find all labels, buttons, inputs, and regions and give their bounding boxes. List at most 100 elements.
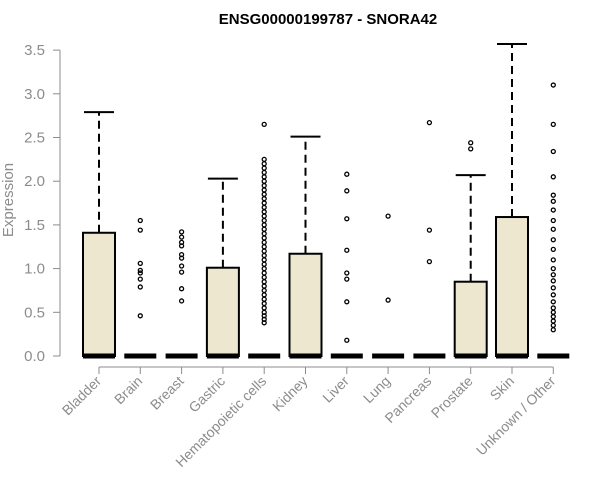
outlier-point — [261, 270, 267, 276]
outlier-point — [550, 246, 556, 253]
outlier-point — [261, 187, 267, 193]
outlier-point — [261, 305, 267, 311]
box-unknown-other — [537, 82, 570, 359]
outlier-point — [550, 272, 556, 278]
outlier-point — [261, 196, 267, 202]
outlier-point — [426, 227, 433, 233]
outlier-point — [261, 156, 267, 163]
x-tick-label: Breast — [147, 373, 187, 413]
outlier-point — [178, 298, 185, 304]
outlier-point — [426, 258, 433, 265]
outlier-point — [178, 269, 185, 275]
outlier-point — [344, 188, 350, 194]
outlier-point — [261, 283, 267, 289]
y-tick-label: 2.0 — [24, 173, 45, 190]
outlier-point — [550, 217, 556, 224]
box-liver — [330, 171, 363, 359]
outlier-point — [261, 287, 267, 294]
outlier-point — [550, 322, 556, 329]
outlier-point — [261, 230, 267, 237]
outlier-point — [261, 292, 267, 298]
y-tick-label: 1.0 — [24, 261, 45, 278]
outlier-point — [344, 337, 350, 343]
box-breast — [165, 229, 198, 359]
outlier-point — [261, 204, 267, 211]
y-axis-label: Expression — [0, 163, 17, 237]
outlier-point — [426, 119, 433, 126]
box-pancreas — [413, 119, 446, 359]
outlier-point — [261, 248, 267, 254]
outlier-point — [550, 314, 556, 320]
box-prostate — [453, 140, 488, 359]
outlier-point — [344, 171, 350, 177]
box-bladder — [82, 111, 116, 359]
outlier-point — [261, 279, 267, 285]
outlier-point — [137, 270, 143, 276]
outlier-point — [261, 165, 267, 171]
outlier-point — [550, 226, 556, 232]
outlier-point — [178, 263, 185, 269]
outlier-point — [261, 217, 267, 224]
box-lung — [372, 213, 405, 359]
outlier-point — [261, 169, 267, 176]
outlier-point — [261, 244, 267, 250]
x-tick-label: Lung — [360, 373, 393, 406]
x-tick-label: Prostate — [428, 373, 476, 421]
outlier-point — [137, 276, 143, 282]
y-tick-label: 3.5 — [24, 42, 45, 59]
y-tick-label: 2.5 — [24, 130, 45, 147]
box-kidney — [288, 135, 323, 359]
outlier-point — [550, 318, 556, 324]
outlier-point — [178, 234, 185, 240]
box-brain — [124, 217, 157, 359]
chart-title: ENSG00000199787 - SNORA42 — [219, 11, 437, 28]
outlier-point — [550, 82, 556, 88]
outlier-point — [137, 284, 143, 290]
outlier-point — [550, 198, 556, 204]
outlier-point — [550, 299, 556, 305]
x-tick-label: Skin — [487, 373, 518, 404]
outlier-point — [261, 261, 267, 267]
outlier-point — [261, 257, 267, 263]
box-gastric — [205, 177, 240, 359]
outlier-point — [261, 213, 267, 219]
y-tick-label: 0.0 — [24, 348, 45, 365]
outlier-point — [261, 274, 267, 280]
outlier-point — [137, 227, 143, 233]
outlier-point — [261, 182, 267, 189]
outlier-point — [261, 300, 267, 307]
x-tick-label: Brain — [111, 373, 145, 407]
outlier-point — [550, 278, 556, 284]
y-tick-label: 1.5 — [24, 217, 45, 234]
outlier-point — [550, 309, 556, 315]
outlier-point — [344, 270, 350, 276]
outlier-point — [261, 191, 267, 197]
outlier-point — [550, 257, 556, 263]
outlier-point — [137, 267, 143, 273]
x-tick-label: Bladder — [59, 373, 105, 419]
outlier-point — [550, 305, 556, 311]
outlier-point — [261, 239, 267, 246]
box-body — [205, 266, 240, 358]
outlier-point — [468, 140, 474, 146]
outlier-point — [261, 309, 267, 315]
outlier-point — [261, 178, 267, 184]
outlier-point — [178, 251, 185, 258]
outlier-point — [137, 217, 143, 224]
outlier-point — [550, 192, 556, 198]
outlier-point — [385, 213, 391, 219]
outlier-point — [178, 286, 185, 292]
outlier-point — [344, 299, 350, 305]
y-tick-label: 3.0 — [24, 86, 45, 103]
y-tick-label: 0.5 — [24, 304, 45, 321]
outlier-point — [550, 148, 556, 155]
box-body — [82, 231, 116, 358]
outlier-point — [261, 265, 267, 272]
box-body — [288, 252, 323, 358]
outlier-point — [344, 216, 350, 222]
outlier-point — [137, 313, 143, 319]
outlier-point — [137, 260, 143, 267]
outlier-point — [261, 161, 267, 167]
